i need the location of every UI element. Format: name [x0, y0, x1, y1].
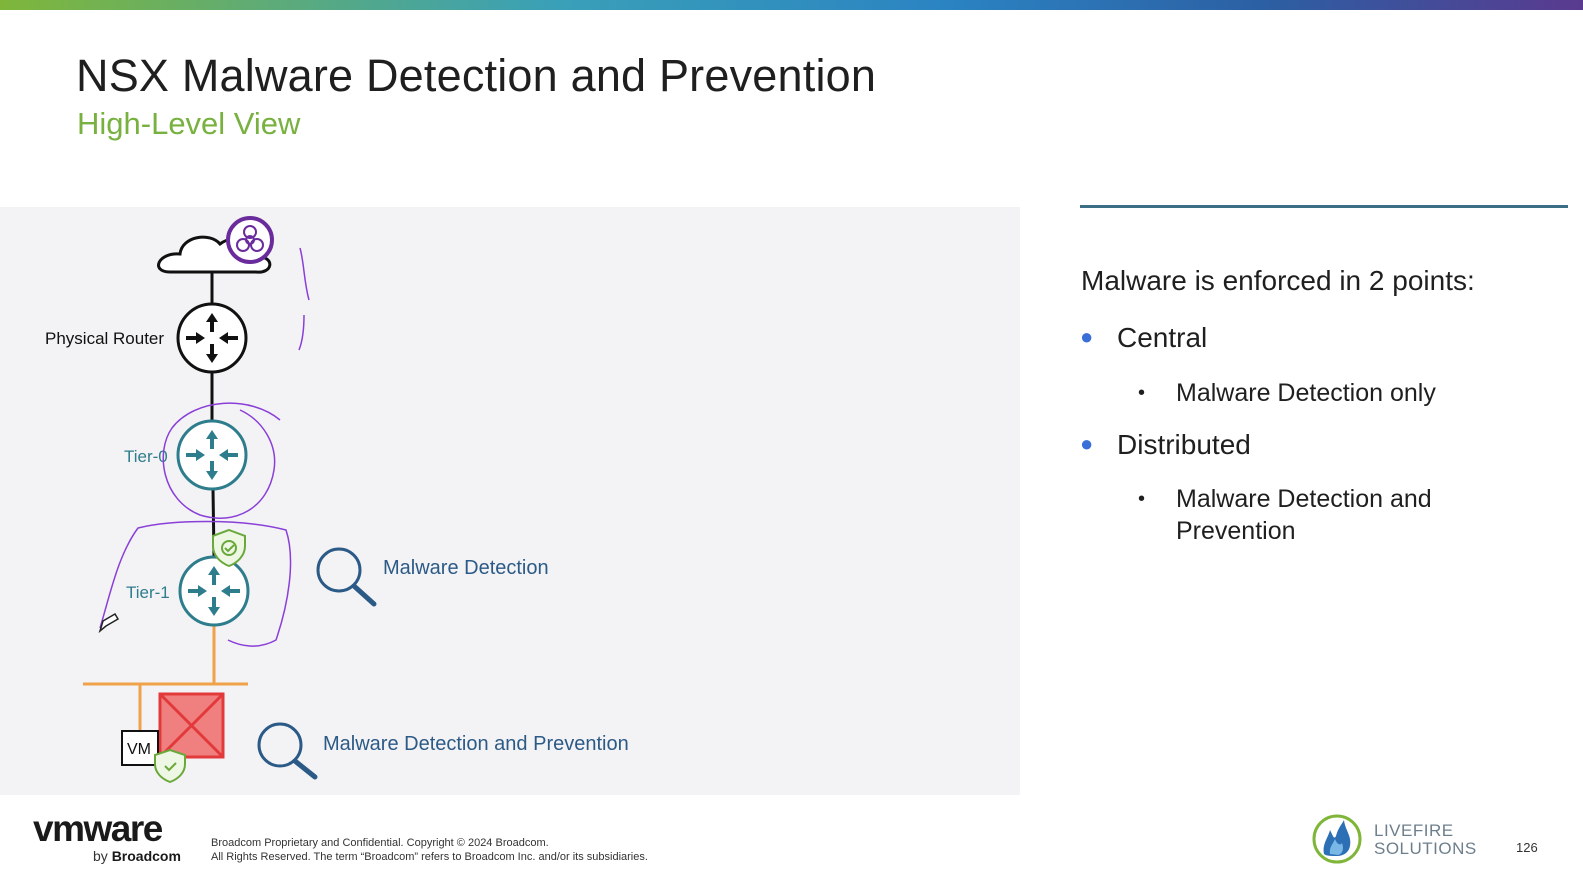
slide-title: NSX Malware Detection and Prevention [76, 50, 877, 101]
tier1-router-icon [178, 555, 250, 627]
bullet-distributed: ● Distributed [1080, 429, 1251, 461]
vm-shield-check-icon [154, 748, 186, 784]
livefire-wordmark: LIVEFIRE SOLUTIONS [1374, 822, 1477, 858]
livefire-flame-icon [1312, 814, 1362, 864]
sub-bullet-dot: • [1138, 488, 1146, 510]
bullet-distributed-sub: • Malware Detection and Prevention [1138, 483, 1506, 547]
broadcom-brand: Broadcom [111, 848, 181, 864]
legal-notice: Broadcom Proprietary and Confidential. C… [211, 836, 648, 864]
vm-box [121, 730, 159, 766]
bullet-central-sub-text: Malware Detection only [1176, 379, 1436, 407]
magnifier-icon [257, 722, 318, 780]
distributed-callout-text: Malware Detection and Prevention [323, 733, 629, 755]
bullet-distributed-label: Distributed [1117, 429, 1251, 460]
topology-svg: Physical Router Tier-0 Tier-1 [45, 216, 629, 784]
enforcement-heading: Malware is enforced in 2 points: [1081, 265, 1475, 296]
livefire-line-2: SOLUTIONS [1374, 839, 1477, 858]
page-number: 126 [1516, 840, 1538, 855]
physical-router-label: Physical Router [45, 329, 164, 348]
pen-annotations [99, 247, 310, 647]
pencil-cursor-icon [98, 612, 120, 634]
bullet-dot: ● [1080, 324, 1094, 349]
vm-label: VM [127, 741, 151, 758]
content-divider [1080, 205, 1568, 208]
legal-line-2: All Rights Reserved. The term “Broadcom”… [211, 851, 648, 863]
by-text: by [93, 848, 108, 864]
bullet-central: ● Central [1080, 322, 1207, 354]
legal-line-1: Broadcom Proprietary and Confidential. C… [211, 837, 549, 849]
bullet-central-label: Central [1117, 322, 1208, 353]
bullet-distributed-sub-text: Malware Detection and Prevention [1176, 485, 1432, 545]
slide-subtitle: High-Level View [77, 106, 301, 141]
physical-router-icon [176, 302, 248, 374]
magnifier-icon [316, 547, 377, 607]
tier1-label: Tier-1 [126, 583, 170, 602]
by-broadcom: by Broadcom [93, 848, 181, 864]
sub-bullet-dot: • [1138, 382, 1146, 404]
bullet-dot: ● [1080, 431, 1094, 456]
bullet-central-sub: • Malware Detection only [1138, 377, 1506, 409]
livefire-line-1: LIVEFIRE [1374, 821, 1454, 840]
shield-check-icon [212, 528, 246, 568]
tier0-label: Tier-0 [124, 447, 168, 466]
top-gradient-bar [0, 0, 1583, 10]
tier0-router-icon [176, 419, 248, 491]
vmware-logo: vmware [33, 808, 163, 849]
central-callout-text: Malware Detection [383, 557, 549, 579]
biohazard-icon [226, 216, 274, 264]
topology-diagram: Physical Router Tier-0 Tier-1 [0, 207, 1020, 795]
blocked-workload-icon [158, 692, 225, 759]
